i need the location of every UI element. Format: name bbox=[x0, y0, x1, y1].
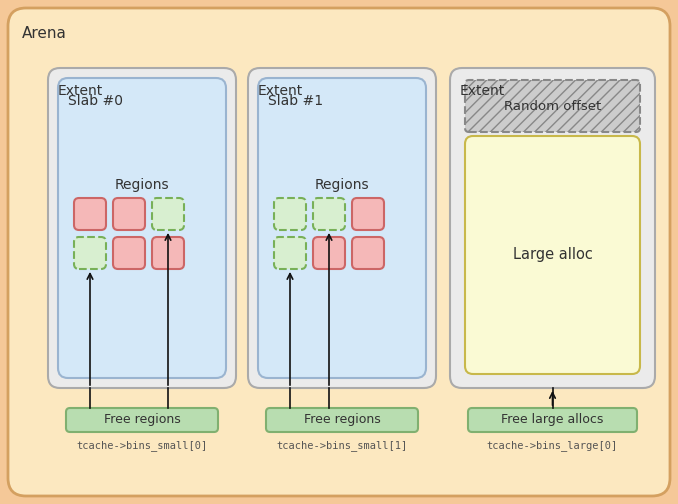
FancyBboxPatch shape bbox=[266, 408, 418, 432]
FancyBboxPatch shape bbox=[313, 237, 345, 269]
FancyBboxPatch shape bbox=[8, 8, 670, 496]
Text: tcache->bins_small[1]: tcache->bins_small[1] bbox=[277, 440, 407, 451]
FancyBboxPatch shape bbox=[152, 198, 184, 230]
Text: tcache->bins_large[0]: tcache->bins_large[0] bbox=[487, 440, 618, 451]
Text: Extent: Extent bbox=[258, 84, 303, 98]
FancyBboxPatch shape bbox=[66, 408, 218, 432]
Text: Slab #0: Slab #0 bbox=[68, 94, 123, 108]
FancyBboxPatch shape bbox=[352, 198, 384, 230]
FancyBboxPatch shape bbox=[113, 237, 145, 269]
FancyBboxPatch shape bbox=[74, 198, 106, 230]
FancyBboxPatch shape bbox=[113, 198, 145, 230]
FancyBboxPatch shape bbox=[274, 237, 306, 269]
Text: tcache->bins_small[0]: tcache->bins_small[0] bbox=[77, 440, 207, 451]
FancyBboxPatch shape bbox=[468, 408, 637, 432]
Text: Extent: Extent bbox=[58, 84, 103, 98]
FancyBboxPatch shape bbox=[152, 237, 184, 269]
FancyBboxPatch shape bbox=[248, 68, 436, 388]
Text: Regions: Regions bbox=[315, 178, 370, 192]
FancyBboxPatch shape bbox=[465, 136, 640, 374]
FancyBboxPatch shape bbox=[450, 68, 655, 388]
Text: Free regions: Free regions bbox=[104, 413, 180, 426]
FancyBboxPatch shape bbox=[274, 198, 306, 230]
FancyBboxPatch shape bbox=[74, 237, 106, 269]
FancyBboxPatch shape bbox=[352, 237, 384, 269]
Text: Arena: Arena bbox=[22, 26, 67, 41]
Text: Random offset: Random offset bbox=[504, 99, 601, 112]
Text: Slab #1: Slab #1 bbox=[268, 94, 323, 108]
Text: Regions: Regions bbox=[115, 178, 170, 192]
Text: Free large allocs: Free large allocs bbox=[501, 413, 603, 426]
FancyBboxPatch shape bbox=[313, 198, 345, 230]
Text: Large alloc: Large alloc bbox=[513, 247, 593, 263]
FancyBboxPatch shape bbox=[48, 68, 236, 388]
Text: Extent: Extent bbox=[460, 84, 505, 98]
FancyBboxPatch shape bbox=[465, 80, 640, 132]
Text: Free regions: Free regions bbox=[304, 413, 380, 426]
FancyBboxPatch shape bbox=[58, 78, 226, 378]
FancyBboxPatch shape bbox=[258, 78, 426, 378]
